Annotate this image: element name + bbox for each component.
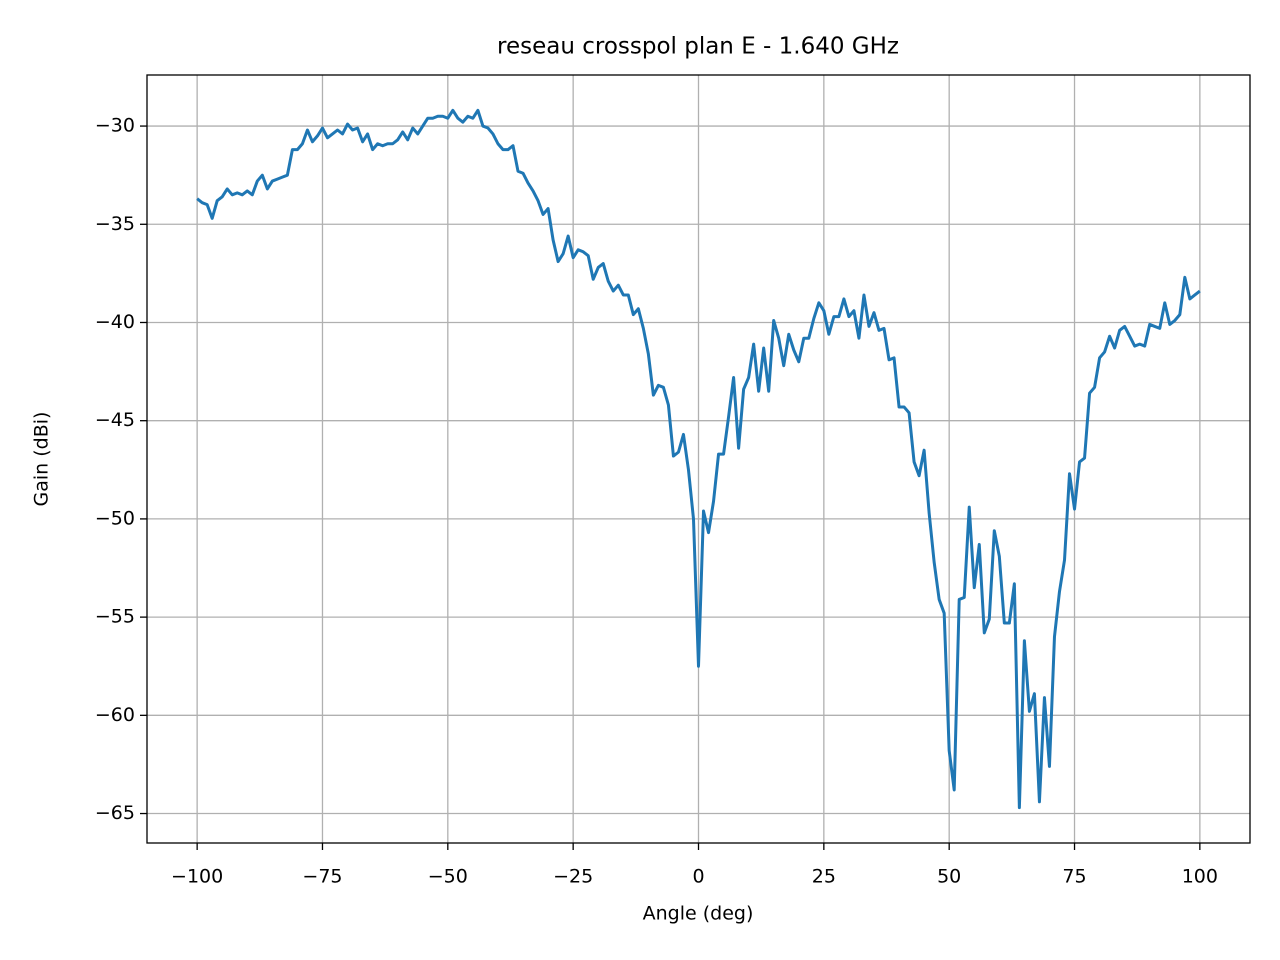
y-tick-label: −65 [95,802,135,824]
x-axis-label: Angle (deg) [643,903,754,925]
plot-area [196,108,1201,810]
y-tick-label: −40 [95,311,135,333]
x-tick-label: −75 [302,866,342,888]
x-tick-label: −100 [171,866,223,888]
x-tick-label: −50 [428,866,468,888]
x-tick-label: 25 [812,866,836,888]
x-tick-label: −25 [553,866,593,888]
y-tick-label: −35 [95,213,135,235]
y-tick-label: −60 [95,704,135,726]
data-line [196,108,1201,810]
x-tick-label: 50 [937,866,961,888]
chart-title: reseau crosspol plan E - 1.640 GHz [497,34,899,60]
x-tick-label: 75 [1062,866,1086,888]
y-axis-label: Gain (dBi) [31,412,53,507]
x-tick-label: 100 [1182,866,1218,888]
x-tick-label: 0 [692,866,704,888]
y-tick-label: −50 [95,507,135,529]
y-tick-label: −55 [95,606,135,628]
y-tick-label: −30 [95,115,135,137]
y-tick-label: −45 [95,409,135,431]
